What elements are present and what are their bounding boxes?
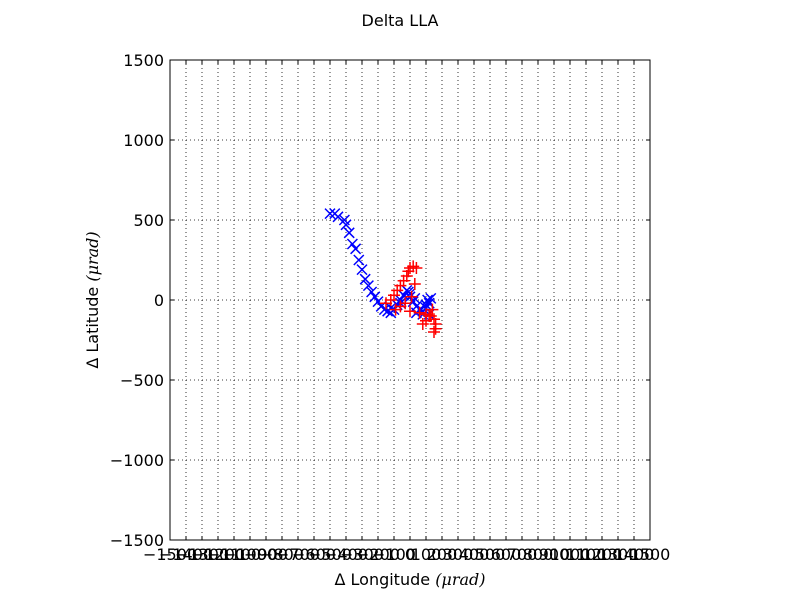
x-tick-label: 1000: [550, 545, 591, 564]
x-tick-label: −1500: [143, 545, 197, 564]
data-point: [398, 289, 410, 301]
y-tick-label: 0: [154, 291, 164, 310]
data-point: [394, 279, 407, 292]
plot-frame: [169, 59, 651, 541]
data-point: [366, 286, 378, 298]
y-tick-label: −1000: [110, 451, 164, 470]
y-tick-label: −1500: [110, 531, 164, 550]
data-point: [422, 294, 434, 306]
data-point: [384, 294, 397, 306]
x-tick-label: 800: [523, 545, 554, 564]
x-tick-label: 1300: [598, 545, 639, 564]
data-point: [407, 260, 420, 273]
data-point: [359, 273, 371, 285]
data-point: [413, 306, 426, 319]
y-axis-label: Δ Latitude (μrad): [83, 231, 102, 368]
x-tick-label: −100: [372, 545, 416, 564]
x-tick-label: −1400: [159, 545, 213, 564]
x-tick-label: 100: [411, 545, 442, 564]
data-point: [343, 227, 355, 239]
x-tick-label: 600: [491, 545, 522, 564]
data-point: [372, 296, 384, 308]
x-tick-label: −900: [244, 545, 288, 564]
data-point: [362, 280, 374, 292]
data-point: [324, 208, 336, 220]
data-point: [428, 313, 440, 326]
x-tick-label: −700: [276, 545, 320, 564]
x-tick-label: 300: [443, 545, 474, 564]
data-point: [400, 270, 413, 282]
x-tick-label: −1100: [207, 545, 261, 564]
data-point: [402, 265, 415, 278]
x-tick-label: −600: [292, 545, 336, 564]
x-tick-label: 1100: [566, 545, 607, 564]
series-1: [380, 260, 442, 338]
x-tick-label: −1000: [223, 545, 277, 564]
x-tick-label: 1400: [614, 545, 655, 564]
y-axis-label-unit: (μrad): [83, 231, 102, 281]
data-point: [425, 292, 437, 304]
data-point: [369, 291, 381, 303]
data-point: [346, 238, 358, 250]
data-point: [428, 326, 440, 338]
data-point: [356, 264, 368, 276]
x-tick-label: 200: [427, 545, 458, 564]
data-point: [408, 278, 421, 290]
data-point: [385, 302, 397, 314]
chart-title: Delta LLA: [362, 11, 439, 30]
data-point: [340, 219, 352, 231]
x-tick-label: 0: [405, 545, 415, 564]
y-tick-label: −500: [120, 371, 164, 390]
x-axis-label-text: Δ Longitude: [334, 570, 430, 589]
data-point: [391, 284, 404, 297]
data-point: [416, 318, 429, 330]
data-point: [399, 297, 412, 310]
x-tick-label: 1500: [630, 545, 671, 564]
axis-ticks: −1500−1400−1300−1200−1100−1000−900−800−7…: [110, 51, 670, 564]
data-point: [388, 289, 400, 302]
x-tick-label: −400: [324, 545, 368, 564]
data-point: [426, 303, 439, 316]
x-axis-label: Δ Longitude (μrad): [334, 570, 485, 589]
y-tick-label: 1000: [123, 131, 164, 150]
data-point: [397, 274, 410, 287]
series-layer: [324, 208, 442, 338]
data-point: [394, 300, 407, 313]
data-point: [350, 243, 362, 255]
x-tick-label: 1200: [582, 545, 623, 564]
data-point: [405, 290, 418, 303]
data-point: [404, 305, 416, 318]
data-point: [429, 322, 442, 335]
x-tick-label: −500: [308, 545, 352, 564]
x-tick-label: −1200: [191, 545, 245, 564]
data-point: [378, 304, 390, 316]
x-tick-label: −200: [356, 545, 400, 564]
data-point: [380, 297, 392, 310]
data-point: [353, 254, 365, 266]
x-tick-label: −300: [340, 545, 384, 564]
data-point: [423, 310, 436, 322]
x-tick-label: −800: [260, 545, 304, 564]
y-tick-label: 1500: [123, 51, 164, 70]
x-axis-label-unit: (μrad): [435, 570, 485, 589]
data-point: [389, 303, 402, 316]
x-tick-label: −1300: [175, 545, 229, 564]
x-tick-label: 700: [507, 545, 538, 564]
grid: [169, 59, 651, 541]
data-point: [420, 314, 432, 327]
x-tick-label: 400: [459, 545, 490, 564]
y-tick-label: 500: [133, 211, 164, 230]
data-point: [410, 262, 423, 274]
x-tick-label: 900: [539, 545, 570, 564]
y-axis-label-text: Δ Latitude: [83, 287, 102, 369]
x-tick-label: 500: [475, 545, 506, 564]
